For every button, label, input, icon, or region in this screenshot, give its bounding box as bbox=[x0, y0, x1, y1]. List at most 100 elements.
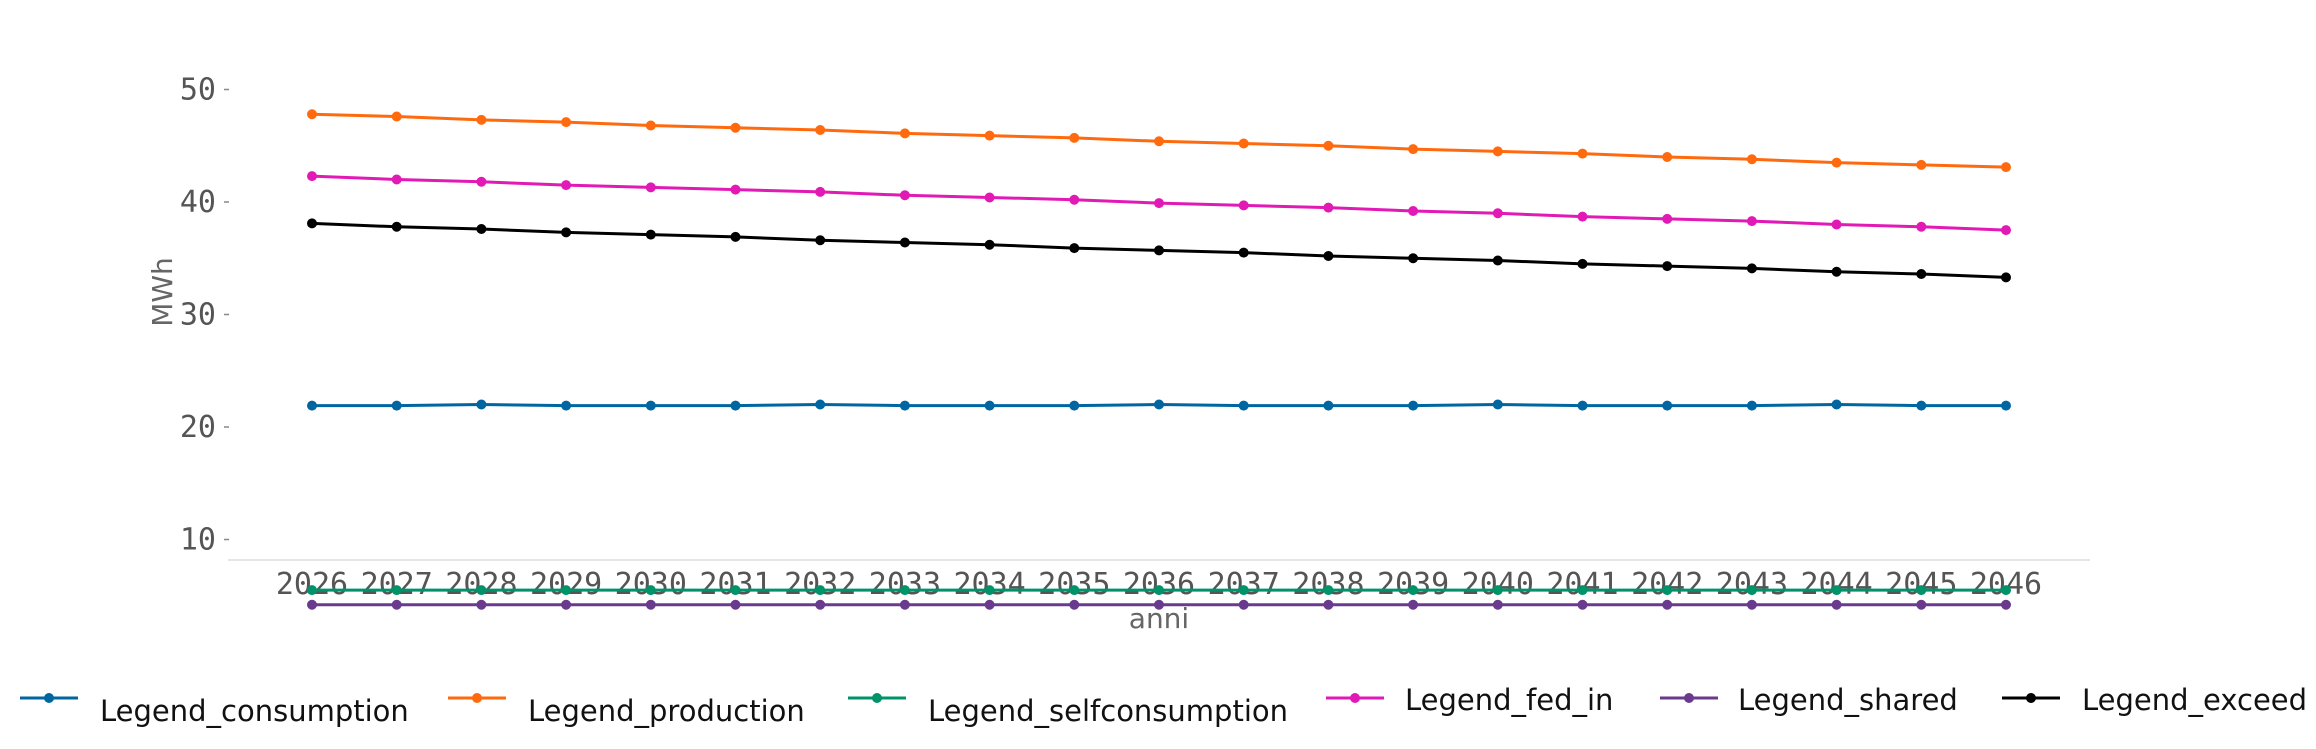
data-point-legend-selfconsumption bbox=[1831, 585, 1842, 596]
data-point-legend-production bbox=[1662, 152, 1673, 162]
data-point-legend-consumption bbox=[1323, 400, 1334, 411]
x-tick-label: 2027 bbox=[361, 567, 433, 602]
data-point-legend-fed-in bbox=[1408, 206, 1419, 216]
data-point-legend-consumption bbox=[1154, 399, 1164, 410]
data-point-legend-shared bbox=[645, 599, 656, 610]
data-point-legend-exceed bbox=[899, 237, 910, 248]
data-point-legend-consumption bbox=[307, 400, 317, 411]
x-tick-label: 2034 bbox=[953, 567, 1025, 602]
data-point-legend-exceed bbox=[1662, 261, 1673, 272]
x-tick-label: 2028 bbox=[445, 567, 517, 602]
data-point-legend-consumption bbox=[1831, 399, 1842, 410]
data-point-legend-fed-in bbox=[1069, 194, 1080, 205]
data-point-legend-production bbox=[391, 111, 402, 122]
data-point-legend-consumption bbox=[984, 400, 995, 411]
data-point-legend-shared bbox=[1154, 599, 1164, 610]
x-axis: 2026 2027 2028 2029 2030 2031 2032 2033 2034 2035… bbox=[228, 559, 2090, 602]
data-point-legend-production bbox=[1069, 132, 1080, 143]
x-tick-label: 2032 bbox=[784, 567, 856, 602]
data-point-legend-selfconsumption bbox=[645, 585, 656, 596]
data-point-legend-consumption bbox=[1746, 400, 1757, 411]
data-point-legend-selfconsumption bbox=[1577, 585, 1588, 596]
data-point-legend-shared bbox=[1577, 599, 1588, 610]
legend-label: Legend_fed_in bbox=[1405, 683, 1613, 717]
legend-label: Legend_shared bbox=[1738, 683, 1958, 717]
data-point-legend-consumption bbox=[1492, 399, 1503, 410]
data-point-legend-production bbox=[307, 109, 317, 120]
data-point-legend-shared bbox=[391, 599, 402, 610]
data-point-legend-fed-in bbox=[2001, 225, 2011, 236]
plot-area bbox=[307, 109, 2011, 610]
data-point-legend-shared bbox=[984, 599, 995, 610]
data-point-legend-fed-in bbox=[1831, 219, 1842, 230]
x-tick-label: 2045 bbox=[1885, 567, 1957, 602]
data-point-legend-production bbox=[1577, 148, 1588, 159]
data-point-legend-exceed bbox=[2001, 272, 2011, 283]
data-point-legend-fed-in bbox=[815, 186, 826, 197]
data-point-legend-exceed bbox=[1408, 253, 1419, 264]
legend-label: Legend_selfconsumption bbox=[928, 694, 1288, 728]
data-point-legend-exceed bbox=[1831, 266, 1842, 277]
data-point-legend-fed-in bbox=[561, 180, 572, 191]
data-point-legend-production bbox=[2001, 162, 2011, 173]
data-point-legend-selfconsumption bbox=[899, 585, 910, 596]
data-point-legend-selfconsumption bbox=[391, 585, 402, 596]
x-tick-label: 2026 bbox=[276, 567, 348, 602]
data-point-legend-fed-in bbox=[1323, 202, 1334, 213]
legend-label: Legend_production bbox=[528, 694, 805, 728]
data-point-legend-selfconsumption bbox=[984, 585, 995, 596]
legend-swatch-marker bbox=[1684, 693, 1694, 703]
data-point-legend-fed-in bbox=[1746, 216, 1757, 227]
data-point-legend-selfconsumption bbox=[1238, 585, 1249, 596]
data-point-legend-selfconsumption bbox=[815, 585, 826, 596]
data-point-legend-selfconsumption bbox=[1492, 585, 1503, 596]
data-point-legend-shared bbox=[2001, 599, 2011, 610]
data-point-legend-fed-in bbox=[730, 184, 741, 195]
data-point-legend-exceed bbox=[645, 229, 656, 240]
data-point-legend-selfconsumption bbox=[1916, 585, 1927, 596]
data-point-legend-consumption bbox=[1069, 400, 1080, 411]
data-point-legend-shared bbox=[815, 599, 826, 610]
data-point-legend-exceed bbox=[1238, 247, 1249, 258]
y-tick-label: 10 bbox=[180, 523, 216, 558]
y-tick-label: 50 bbox=[180, 73, 216, 108]
data-point-legend-consumption bbox=[1916, 400, 1927, 411]
data-point-legend-shared bbox=[1408, 599, 1419, 610]
data-point-legend-consumption bbox=[391, 400, 402, 411]
data-point-legend-consumption bbox=[1662, 400, 1673, 411]
legend-swatch-marker bbox=[44, 693, 54, 703]
data-point-legend-shared bbox=[730, 599, 741, 610]
y-axis-title: MWh bbox=[146, 257, 179, 327]
data-point-legend-selfconsumption bbox=[1746, 585, 1757, 596]
data-point-legend-selfconsumption bbox=[476, 585, 487, 596]
x-tick-label: 2031 bbox=[699, 567, 771, 602]
data-point-legend-exceed bbox=[307, 218, 317, 229]
data-point-legend-consumption bbox=[561, 400, 572, 411]
data-point-legend-shared bbox=[1662, 599, 1673, 610]
data-point-legend-selfconsumption bbox=[307, 585, 317, 596]
data-point-legend-fed-in bbox=[476, 176, 487, 187]
x-tick-label: 2040 bbox=[1462, 567, 1534, 602]
legend-swatch-marker bbox=[872, 693, 882, 703]
data-point-legend-exceed bbox=[391, 221, 402, 232]
x-tick-label: 2041 bbox=[1546, 567, 1618, 602]
data-point-legend-exceed bbox=[1746, 263, 1757, 274]
data-point-legend-selfconsumption bbox=[561, 585, 572, 596]
data-point-legend-production bbox=[1238, 138, 1249, 149]
x-tick-label: 2033 bbox=[869, 567, 941, 602]
data-point-legend-shared bbox=[1916, 599, 1927, 610]
data-point-legend-selfconsumption bbox=[1662, 585, 1673, 596]
data-point-legend-production bbox=[1323, 140, 1334, 151]
data-point-legend-production bbox=[561, 117, 572, 128]
data-point-legend-production bbox=[1746, 154, 1757, 165]
data-point-legend-shared bbox=[1238, 599, 1249, 610]
data-point-legend-fed-in bbox=[1662, 213, 1673, 224]
legend-label: Legend_consumption bbox=[100, 694, 409, 728]
x-tick-label: 2042 bbox=[1631, 567, 1703, 602]
data-point-legend-selfconsumption bbox=[1069, 585, 1080, 596]
data-point-legend-consumption bbox=[476, 399, 487, 410]
x-tick-label: 2035 bbox=[1038, 567, 1110, 602]
data-point-legend-shared bbox=[1323, 599, 1334, 610]
data-point-legend-exceed bbox=[1069, 243, 1080, 254]
